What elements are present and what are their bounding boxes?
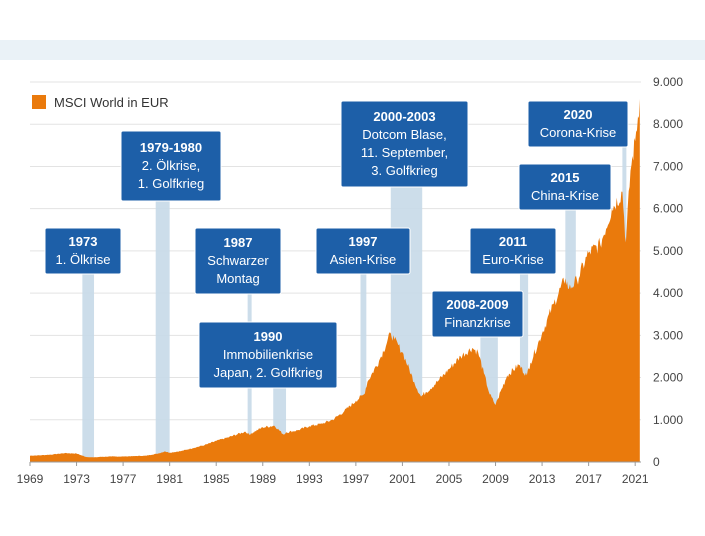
event-box: [527, 100, 629, 148]
event-description-label: Finanzkrise: [444, 315, 510, 330]
event-year-label: 2015: [551, 170, 580, 185]
area-layer: [30, 98, 640, 463]
event-box: [44, 227, 122, 275]
y-tick-label: 7.000: [653, 159, 683, 173]
x-tick-label: 2021: [622, 472, 649, 486]
event-description-label: Montag: [216, 271, 259, 286]
x-tick-label: 2017: [575, 472, 602, 486]
crisis-band: [155, 201, 170, 462]
x-tick-label: 1973: [63, 472, 90, 486]
event-annotation: 2008-2009 Finanzkrise: [431, 290, 524, 338]
axis-layer: 0 1.000 2.000 3.000 4.000 5.000 6.000 7.000 8.00…: [17, 75, 684, 486]
header-band: [0, 40, 705, 60]
event-box: [469, 227, 557, 275]
event-box: [194, 227, 282, 295]
event-description-label: Corona-Krise: [540, 125, 617, 140]
event-description-label: Japan, 2. Golfkrieg: [213, 365, 322, 380]
x-tick-label: 1993: [296, 472, 323, 486]
x-tick-label: 1981: [156, 472, 183, 486]
event-description-label: China-Krise: [531, 188, 599, 203]
event-year-label: 1979-1980: [140, 140, 202, 155]
event-description-label: Asien-Krise: [330, 252, 396, 267]
series-area-msci-world: [30, 98, 640, 463]
event-box: [340, 100, 469, 188]
y-tick-label: 4.000: [653, 286, 683, 300]
y-tick-label: 9.000: [653, 75, 683, 89]
event-annotation: 1990 Immobilienkrise Japan, 2. Golfkrieg: [198, 321, 338, 389]
event-annotation: 2015 China-Krise: [518, 163, 612, 211]
event-year-label: 2000-2003: [373, 109, 435, 124]
event-year-label: 1990: [254, 329, 283, 344]
event-box: [518, 163, 612, 211]
event-annotation: 1997 Asien-Krise: [315, 227, 411, 275]
crisis-band: [519, 274, 529, 462]
event-description-label: Euro-Krise: [482, 252, 543, 267]
event-box: [120, 130, 222, 202]
x-tick-label: 2013: [529, 472, 556, 486]
event-year-label: 2008-2009: [446, 297, 508, 312]
event-description-label: 3. Golfkrieg: [371, 163, 437, 178]
x-tick-label: 2009: [482, 472, 509, 486]
event-description-label: 1. Golfkrieg: [138, 176, 204, 191]
event-annotation: 2020 Corona-Krise: [527, 100, 629, 148]
event-description-label: 2. Ölkrise,: [142, 158, 201, 173]
event-annotation: 1987 Schwarzer Montag: [194, 227, 282, 295]
event-year-label: 1997: [349, 234, 378, 249]
event-description-label: Schwarzer: [207, 253, 269, 268]
y-tick-label: 1.000: [653, 413, 683, 427]
legend-label: MSCI World in EUR: [54, 95, 169, 110]
event-box: [198, 321, 338, 389]
y-tick-label: 6.000: [653, 202, 683, 216]
y-tick-label: 8.000: [653, 117, 683, 131]
event-description-label: Dotcom Blase,: [362, 127, 447, 142]
event-box: [431, 290, 524, 338]
event-description-label: Immobilienkrise: [223, 347, 313, 362]
event-annotation: 2011 Euro-Krise: [469, 227, 557, 275]
crisis-band: [360, 274, 367, 462]
event-box: [315, 227, 411, 275]
event-box-layer: 1973 1. Ölkrise 1979-1980 2. Ölkrise, 1. Gol…: [44, 100, 629, 389]
x-tick-label: 1969: [17, 472, 44, 486]
x-tick-label: 1985: [203, 472, 230, 486]
event-year-label: 2020: [564, 107, 593, 122]
x-tick-label: 1977: [110, 472, 137, 486]
event-annotation: 1979-1980 2. Ölkrise, 1. Golfkrieg: [120, 130, 222, 202]
event-year-label: 2011: [499, 234, 527, 249]
legend-swatch: [32, 95, 46, 109]
event-year-label: 1973: [69, 234, 98, 249]
event-year-label: 1987: [224, 235, 253, 250]
event-annotation: 2000-2003 Dotcom Blase, 11. September, 3. G…: [340, 100, 469, 188]
x-tick-label: 1997: [343, 472, 370, 486]
event-description-label: 11. September,: [361, 145, 448, 160]
x-tick-label: 2001: [389, 472, 416, 486]
x-tick-label: 2005: [436, 472, 463, 486]
event-description-label: 1. Ölkrise: [56, 252, 111, 267]
y-tick-label: 5.000: [653, 244, 683, 258]
event-annotation: 1973 1. Ölkrise: [44, 227, 122, 275]
y-tick-label: 0: [653, 455, 660, 469]
y-tick-label: 2.000: [653, 371, 683, 385]
crisis-band: [82, 274, 95, 462]
y-tick-label: 3.000: [653, 328, 683, 342]
legend: MSCI World in EUR: [32, 95, 169, 110]
x-tick-label: 1989: [249, 472, 276, 486]
